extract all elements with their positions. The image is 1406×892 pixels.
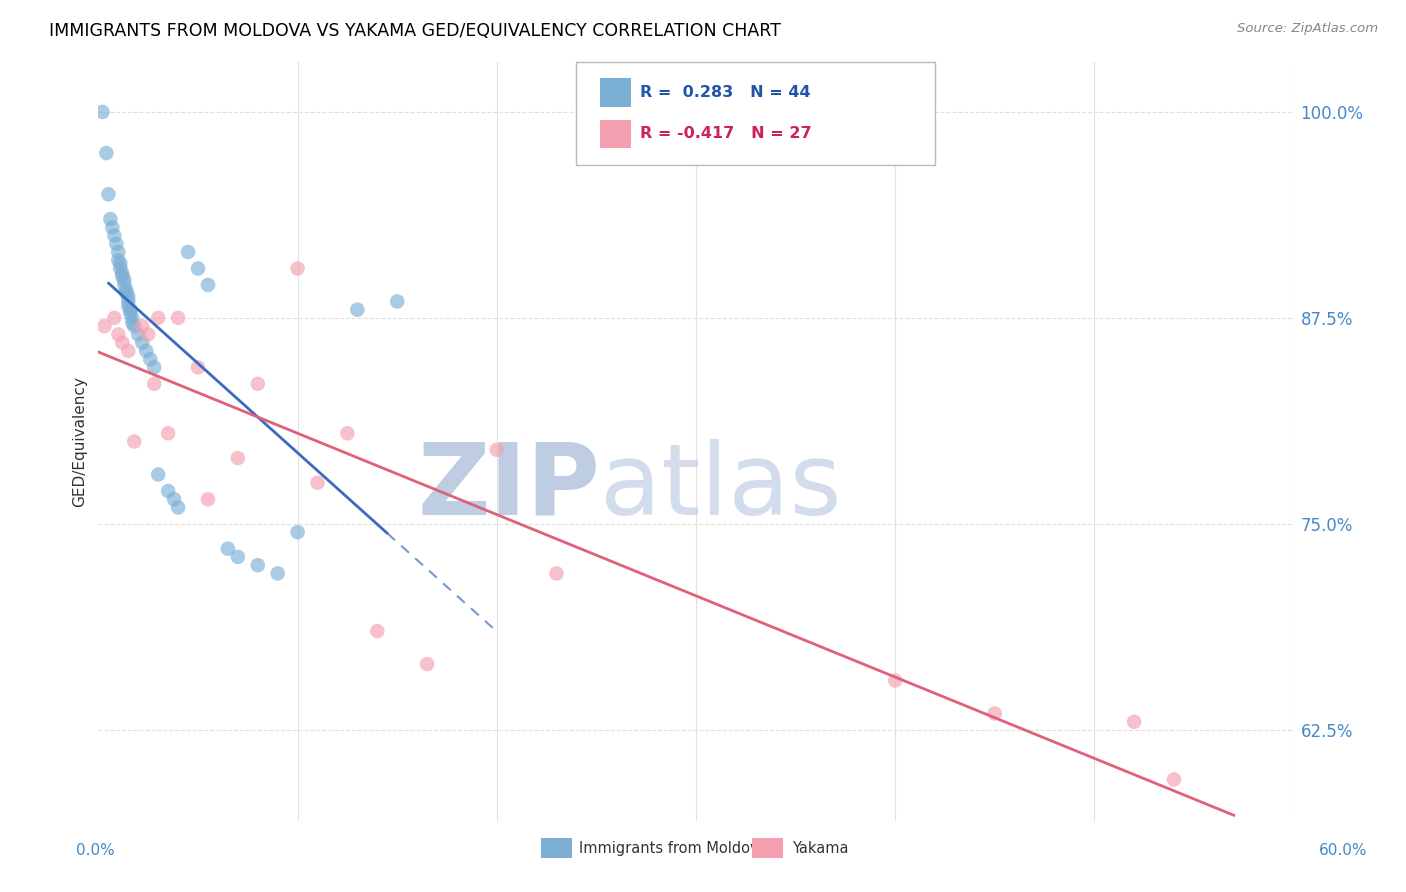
Point bbox=[167, 500, 190, 515]
Point bbox=[157, 483, 180, 498]
Point bbox=[226, 549, 249, 564]
Point bbox=[111, 267, 134, 281]
Point bbox=[103, 228, 125, 243]
Point bbox=[96, 146, 118, 161]
Point bbox=[111, 269, 134, 284]
Point bbox=[107, 327, 129, 342]
Text: Source: ZipAtlas.com: Source: ZipAtlas.com bbox=[1237, 22, 1378, 36]
Point bbox=[226, 450, 249, 465]
Point bbox=[131, 335, 153, 350]
Point bbox=[93, 319, 115, 334]
Point bbox=[187, 360, 209, 375]
Point bbox=[984, 706, 1007, 721]
Point bbox=[117, 343, 139, 358]
Text: 60.0%: 60.0% bbox=[1319, 843, 1367, 858]
Point bbox=[197, 277, 219, 292]
Point bbox=[217, 541, 239, 556]
Point bbox=[117, 289, 139, 303]
Point bbox=[177, 244, 200, 259]
Point bbox=[131, 319, 153, 334]
Point bbox=[167, 310, 190, 325]
Point bbox=[107, 244, 129, 259]
Text: R =  0.283   N = 44: R = 0.283 N = 44 bbox=[640, 86, 810, 100]
Point bbox=[107, 253, 129, 268]
Point bbox=[546, 566, 568, 581]
Point bbox=[148, 467, 170, 482]
Point bbox=[124, 434, 146, 449]
Point bbox=[98, 212, 122, 227]
Point bbox=[143, 376, 166, 391]
Point bbox=[91, 104, 114, 119]
Point bbox=[105, 236, 128, 251]
Point bbox=[287, 525, 309, 540]
Point bbox=[112, 273, 135, 287]
Point bbox=[287, 261, 309, 276]
Point bbox=[124, 319, 146, 334]
Point bbox=[139, 352, 162, 367]
Point bbox=[385, 294, 409, 309]
Point bbox=[267, 566, 290, 581]
Point bbox=[121, 310, 143, 325]
Text: 0.0%: 0.0% bbox=[76, 843, 115, 858]
Point bbox=[121, 316, 143, 330]
Point bbox=[187, 261, 209, 276]
Point bbox=[120, 302, 142, 317]
Point bbox=[416, 657, 439, 671]
Point bbox=[485, 442, 508, 457]
Point bbox=[115, 283, 138, 297]
Text: R = -0.417   N = 27: R = -0.417 N = 27 bbox=[640, 127, 811, 141]
Point bbox=[135, 343, 157, 358]
Point bbox=[366, 624, 388, 638]
Point bbox=[163, 492, 186, 507]
Text: Yakama: Yakama bbox=[792, 841, 848, 855]
Point bbox=[127, 327, 149, 342]
Point bbox=[120, 306, 142, 320]
Point bbox=[97, 187, 120, 202]
Point bbox=[157, 426, 180, 441]
Point bbox=[111, 335, 134, 350]
Point bbox=[143, 360, 166, 375]
Point bbox=[1123, 714, 1146, 729]
Point bbox=[101, 220, 124, 235]
Point bbox=[148, 310, 170, 325]
Point bbox=[346, 302, 368, 317]
Text: atlas: atlas bbox=[600, 439, 842, 535]
Point bbox=[117, 294, 139, 309]
Text: ZIP: ZIP bbox=[418, 439, 600, 535]
Point bbox=[103, 310, 125, 325]
Point bbox=[117, 299, 139, 313]
Point bbox=[884, 673, 907, 688]
Point bbox=[112, 277, 135, 292]
Point bbox=[1163, 772, 1185, 787]
Point bbox=[336, 426, 359, 441]
Point bbox=[246, 558, 269, 573]
Point bbox=[197, 492, 219, 507]
Point bbox=[110, 256, 132, 270]
Point bbox=[307, 475, 329, 490]
Point bbox=[115, 286, 138, 301]
Text: Immigrants from Moldova: Immigrants from Moldova bbox=[579, 841, 768, 855]
Text: IMMIGRANTS FROM MOLDOVA VS YAKAMA GED/EQUIVALENCY CORRELATION CHART: IMMIGRANTS FROM MOLDOVA VS YAKAMA GED/EQ… bbox=[49, 22, 782, 40]
Y-axis label: GED/Equivalency: GED/Equivalency bbox=[72, 376, 87, 507]
Point bbox=[110, 261, 132, 276]
Point bbox=[136, 327, 159, 342]
Point bbox=[246, 376, 269, 391]
